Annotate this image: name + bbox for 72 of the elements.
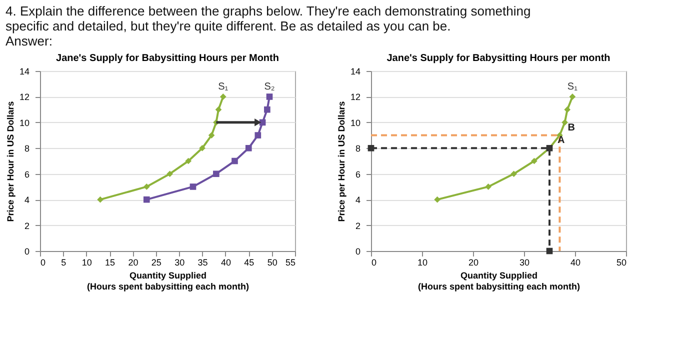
y-tick-label: 2 [355, 220, 360, 231]
text: 4. Explain the difference between the graphs below. They're each demonstrating something specific and detailed, but they're quite different. Be as detailed as you can be. [5, 4, 531, 34]
x-tick-label: 0 [40, 258, 46, 268]
y-tick-label: 14 [350, 66, 360, 76]
x-tick-label: 20 [468, 258, 479, 268]
point [510, 170, 517, 178]
text: Answer: [5, 34, 52, 48]
point [190, 184, 196, 190]
x-tick-label: 25 [151, 258, 162, 268]
x-tick-label: 30 [174, 258, 185, 268]
x-tick-label: 50 [267, 258, 278, 268]
x-tick-label: 45 [244, 258, 254, 268]
x-axis-title: Quantity Supplied (Hours spent babysitting each month) [86, 270, 250, 292]
x-tick-label: 5 [61, 258, 66, 268]
x-tick-label: 10 [82, 258, 92, 268]
annotation: A [558, 135, 565, 146]
y-tick-label: 0 [24, 246, 30, 256]
y-tick-label: 4 [24, 195, 30, 206]
x-tick-label: 0 [372, 258, 377, 268]
point [485, 184, 492, 190]
chart-title: Jane's Supply for Babysitting Hours per Month [56, 53, 279, 64]
point [254, 132, 262, 138]
point [143, 184, 150, 190]
y-tick-label: 12 [19, 92, 30, 102]
point [185, 158, 192, 164]
y-tick-label: 6 [24, 169, 30, 180]
x-tick-label: 40 [220, 258, 231, 268]
x-tick-label: 20 [128, 258, 138, 268]
y-tick-label: 4 [355, 195, 360, 206]
point [97, 196, 104, 203]
point [215, 106, 222, 113]
y-tick-label: 8 [24, 144, 30, 154]
point [266, 94, 273, 100]
y-tick-label: 6 [355, 169, 360, 180]
y-tick-label: 10 [19, 118, 30, 128]
annotation: B [568, 122, 575, 134]
point [562, 119, 568, 126]
point [368, 144, 374, 152]
x-tick-label: 30 [519, 258, 530, 268]
series-label: S₁ [218, 82, 229, 93]
y-tick-label: 12 [350, 92, 360, 102]
y-axis-title: Price per Hour in US Dollars [336, 101, 346, 222]
y-tick-label: 14 [19, 66, 30, 76]
y-tick-label: 2 [24, 220, 30, 231]
point [220, 94, 226, 100]
y-axis-title: Price per Hour in US Dollars [5, 101, 16, 222]
chart-title: Jane's Supply for Babysitting Hours per month [386, 53, 610, 64]
y-tick-label: 8 [355, 144, 360, 154]
point [199, 144, 206, 152]
point [232, 158, 238, 164]
point [208, 132, 215, 138]
point [531, 158, 538, 164]
point [213, 170, 220, 178]
point [166, 170, 173, 178]
x-tick-label: 15 [105, 258, 116, 268]
x-tick-label: 10 [417, 258, 428, 268]
point [569, 94, 576, 100]
x-tick-label: 35 [198, 258, 208, 268]
x-tick-label: 50 [616, 258, 626, 268]
x-tick-label: 40 [570, 258, 581, 268]
point [434, 196, 440, 203]
y-tick-label: 0 [355, 246, 360, 256]
y-tick-label: 10 [350, 118, 360, 128]
x-axis-title: Quantity Supplied (Hours spent babysitting each month) [418, 270, 580, 292]
series-label: S₁ [567, 82, 578, 93]
x-tick-label: 55 [285, 258, 296, 268]
point [564, 106, 571, 113]
point [245, 144, 252, 152]
point [264, 106, 270, 113]
point [143, 196, 150, 203]
point [546, 248, 553, 254]
series-label: S₂ [264, 82, 275, 93]
